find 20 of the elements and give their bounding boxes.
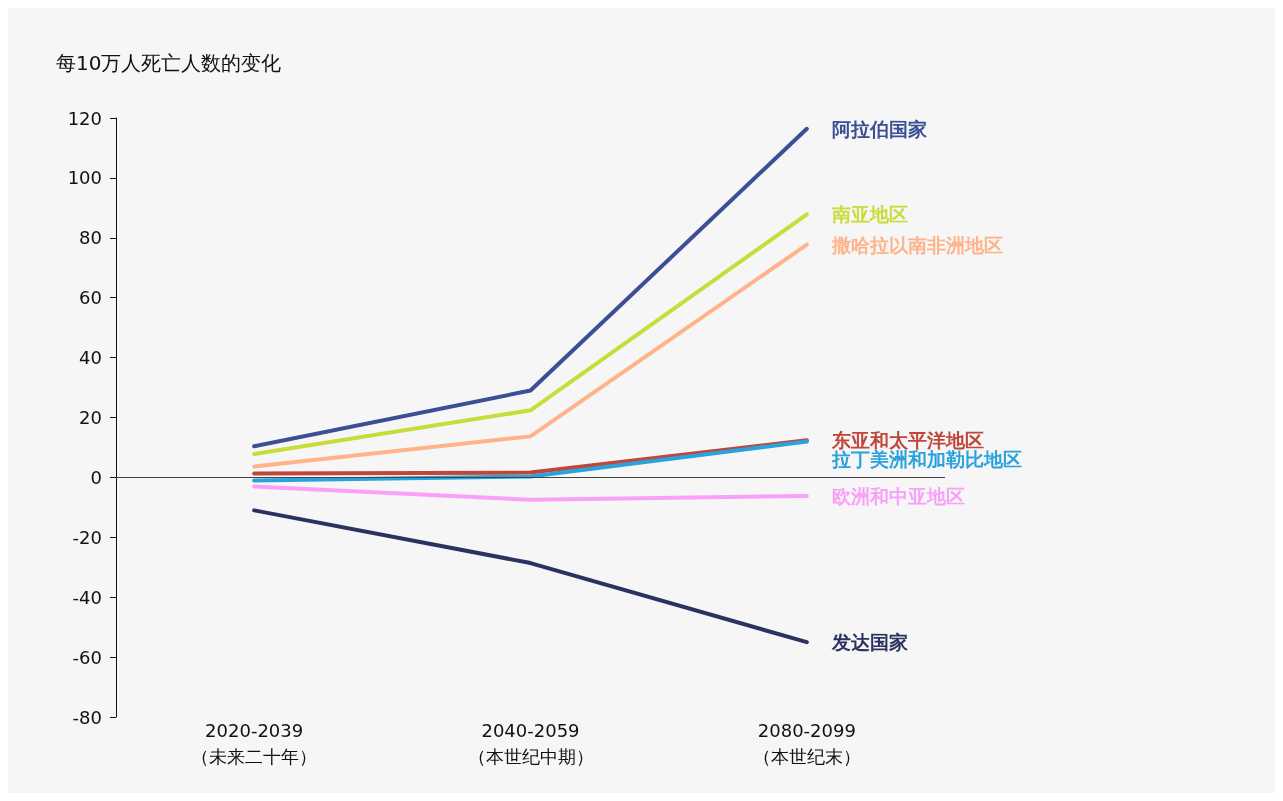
- y-tick-label: -60: [72, 646, 102, 668]
- x-tick-label: 2080-2099 （本世纪末）: [752, 719, 861, 767]
- y-tick-label: 120: [67, 107, 102, 129]
- y-tick-label: 20: [79, 407, 102, 428]
- y-tick-label: 40: [79, 347, 102, 369]
- x-tick-label: 2040-2059 （本世纪中期）: [467, 719, 594, 767]
- series-label: 撒哈拉以南非洲地区: [830, 233, 1003, 256]
- y-tick-label: 100: [67, 167, 102, 189]
- x-tick-label: 2020-2039 （未来二十年）: [191, 719, 318, 767]
- series-label: 欧洲和中亚地区: [831, 484, 965, 507]
- series-label: 南亚地区: [830, 203, 908, 226]
- y-tick-label: 0: [90, 466, 102, 488]
- y-tick-label: -40: [72, 586, 102, 608]
- y-tick-label: -80: [72, 706, 102, 728]
- y-tick-label: -20: [72, 526, 102, 548]
- series-label: 发达国家: [830, 631, 908, 654]
- series-label: 阿拉伯国家: [831, 117, 927, 140]
- y-tick-label: 80: [79, 227, 102, 249]
- y-axis-title: 每10万人死亡人数的变化: [56, 51, 282, 75]
- y-tick-label: 60: [79, 287, 102, 309]
